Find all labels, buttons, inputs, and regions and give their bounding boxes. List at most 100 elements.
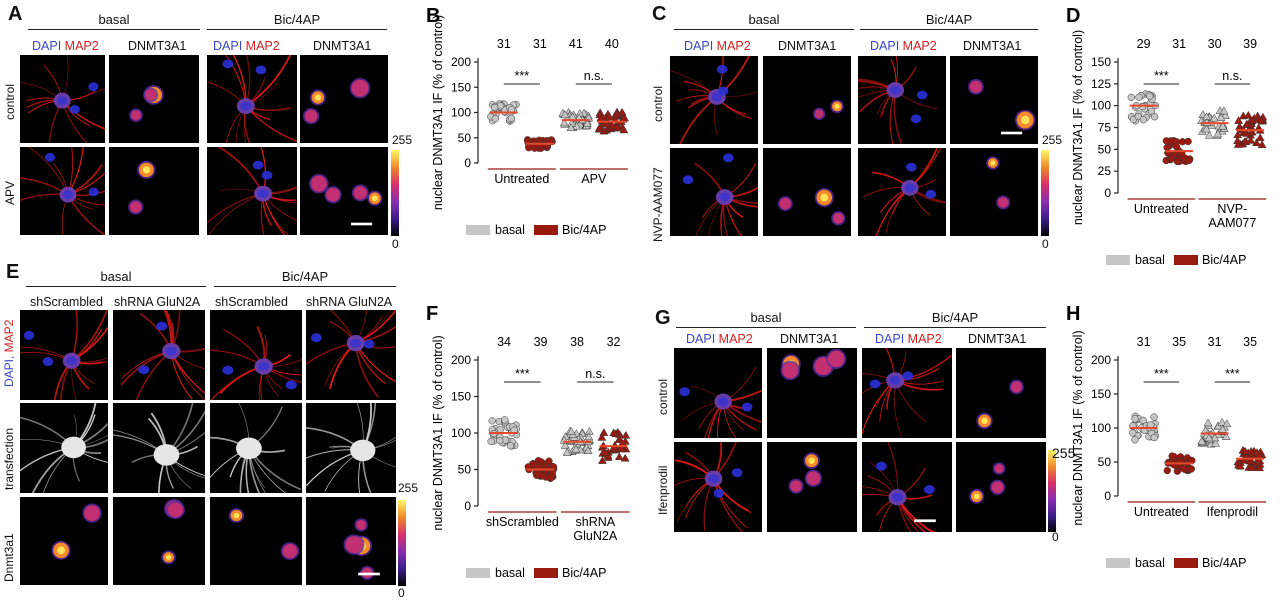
data-point bbox=[566, 427, 576, 435]
n-label: 41 bbox=[569, 37, 583, 51]
y-tick-label: 25 bbox=[1098, 164, 1112, 178]
data-point bbox=[1209, 113, 1219, 122]
micrograph-e-bic-scr-dnmt bbox=[210, 497, 302, 585]
data-point bbox=[609, 443, 619, 452]
data-point bbox=[595, 123, 605, 131]
colorbar-e-min: 0 bbox=[398, 586, 405, 600]
data-point bbox=[583, 446, 593, 455]
y-tick-label: 150 bbox=[451, 390, 471, 404]
data-point bbox=[1197, 436, 1207, 445]
panel-letter-c: C bbox=[652, 3, 667, 25]
legend-swatch-basal bbox=[1106, 558, 1130, 568]
significance-label: *** bbox=[1154, 367, 1169, 381]
data-point bbox=[1168, 452, 1176, 460]
chart-letter: F bbox=[426, 303, 438, 325]
micrograph-c-control-basal-dnmt bbox=[763, 56, 851, 144]
panel-g-channel-dnmt: DNMT3A1 bbox=[780, 332, 839, 346]
data-point bbox=[619, 125, 629, 134]
colorbar-g-max: 255 bbox=[1052, 445, 1076, 461]
panel-g-channel-dapi-map2-bic: DAPI MAP2 bbox=[875, 332, 942, 346]
data-point bbox=[1247, 116, 1257, 124]
legend-swatch-basal bbox=[466, 225, 490, 235]
data-point bbox=[560, 110, 570, 119]
significance-label: *** bbox=[515, 69, 530, 83]
data-point bbox=[1187, 465, 1196, 473]
y-tick-label: 0 bbox=[1104, 489, 1111, 503]
data-point bbox=[1235, 461, 1245, 470]
data-point bbox=[1162, 137, 1171, 145]
colorbar-c-min: 0 bbox=[1042, 237, 1049, 251]
data-point bbox=[1246, 127, 1256, 136]
y-tick-label: 100 bbox=[1091, 421, 1111, 435]
micrograph-c-control-bic-merge bbox=[858, 56, 946, 144]
data-point bbox=[1139, 416, 1147, 425]
panel-c-channel-dnmt: DNMT3A1 bbox=[778, 39, 837, 53]
data-point bbox=[1233, 136, 1242, 145]
legend-swatch-bic bbox=[534, 225, 558, 235]
micrograph-e-basal-shrna-gfp bbox=[113, 403, 205, 493]
panel-e-col-shrna-basal: shRNA GluN2A bbox=[114, 295, 201, 309]
data-point bbox=[609, 428, 619, 437]
micrograph-a-control-bic-merge bbox=[207, 55, 297, 143]
legend-label-basal: basal bbox=[1135, 253, 1165, 267]
data-point bbox=[614, 452, 624, 461]
n-label: 30 bbox=[1208, 37, 1222, 51]
micrograph-c-nvp-bic-dnmt bbox=[950, 148, 1038, 236]
panel-c-row-control: control bbox=[651, 85, 665, 122]
y-tick-label: 200 bbox=[451, 55, 471, 69]
legend-label-basal: basal bbox=[495, 566, 525, 580]
n-label: 39 bbox=[534, 335, 548, 349]
significance-label: n.s. bbox=[1222, 69, 1242, 83]
data-point bbox=[605, 112, 615, 121]
group-label: Untreated bbox=[494, 172, 549, 186]
y-tick-label: 75 bbox=[1098, 121, 1112, 135]
panel-a-row-apv: APV bbox=[3, 180, 17, 205]
data-point bbox=[1170, 461, 1178, 469]
data-point bbox=[612, 110, 622, 119]
y-tick-label: 125 bbox=[1091, 77, 1111, 91]
colorbar-a bbox=[391, 150, 399, 236]
panel-c-row-nvp: NVP-AAM077 bbox=[651, 167, 665, 242]
data-point bbox=[562, 448, 572, 456]
y-tick-label: 50 bbox=[458, 131, 472, 145]
data-point bbox=[1213, 129, 1223, 138]
y-tick-label: 0 bbox=[1104, 186, 1111, 200]
legend-swatch-basal bbox=[1106, 255, 1130, 265]
panel-a-row-control: control bbox=[3, 83, 17, 120]
panel-a-header-basal: basal bbox=[28, 12, 200, 30]
data-point bbox=[1202, 124, 1211, 133]
data-point bbox=[1184, 137, 1192, 146]
n-label: 31 bbox=[1208, 335, 1222, 349]
micrograph-e-bic-shrna-gfp bbox=[306, 403, 396, 493]
panel-g-row-control: control bbox=[656, 378, 670, 415]
data-point bbox=[1204, 433, 1214, 442]
group-label: APV bbox=[581, 172, 607, 186]
micrograph-g-control-basal-merge bbox=[674, 348, 762, 438]
data-point bbox=[571, 444, 581, 453]
data-point bbox=[1245, 456, 1255, 465]
data-point bbox=[501, 416, 509, 424]
data-point bbox=[1167, 155, 1175, 163]
legend-label-bic: Bic/4AP bbox=[1202, 253, 1246, 267]
micrograph-e-bic-scr-merge bbox=[210, 310, 302, 400]
y-tick-label: 200 bbox=[1091, 353, 1111, 367]
panel-c-header-bic: Bic/4AP bbox=[860, 12, 1038, 30]
group-label: Ifenprodil bbox=[1207, 505, 1258, 519]
chart-letter: D bbox=[1066, 5, 1080, 27]
data-point bbox=[584, 426, 594, 435]
data-point bbox=[1172, 142, 1181, 151]
data-point bbox=[1150, 433, 1158, 442]
n-label: 35 bbox=[1172, 335, 1186, 349]
data-point bbox=[507, 114, 515, 122]
data-point bbox=[1221, 432, 1231, 440]
micrograph-e-basal-scr-dnmt bbox=[20, 497, 108, 585]
micrograph-e-bic-shrna-dnmt bbox=[306, 497, 396, 585]
n-label: 32 bbox=[607, 335, 621, 349]
data-point bbox=[1218, 424, 1228, 433]
colorbar-e-max: 255 bbox=[398, 481, 419, 495]
data-point bbox=[1222, 419, 1232, 428]
data-point bbox=[538, 472, 547, 480]
micrograph-a-apv-basal-merge bbox=[20, 147, 105, 235]
panel-letter-g: G bbox=[655, 307, 671, 329]
data-point bbox=[1173, 157, 1182, 166]
